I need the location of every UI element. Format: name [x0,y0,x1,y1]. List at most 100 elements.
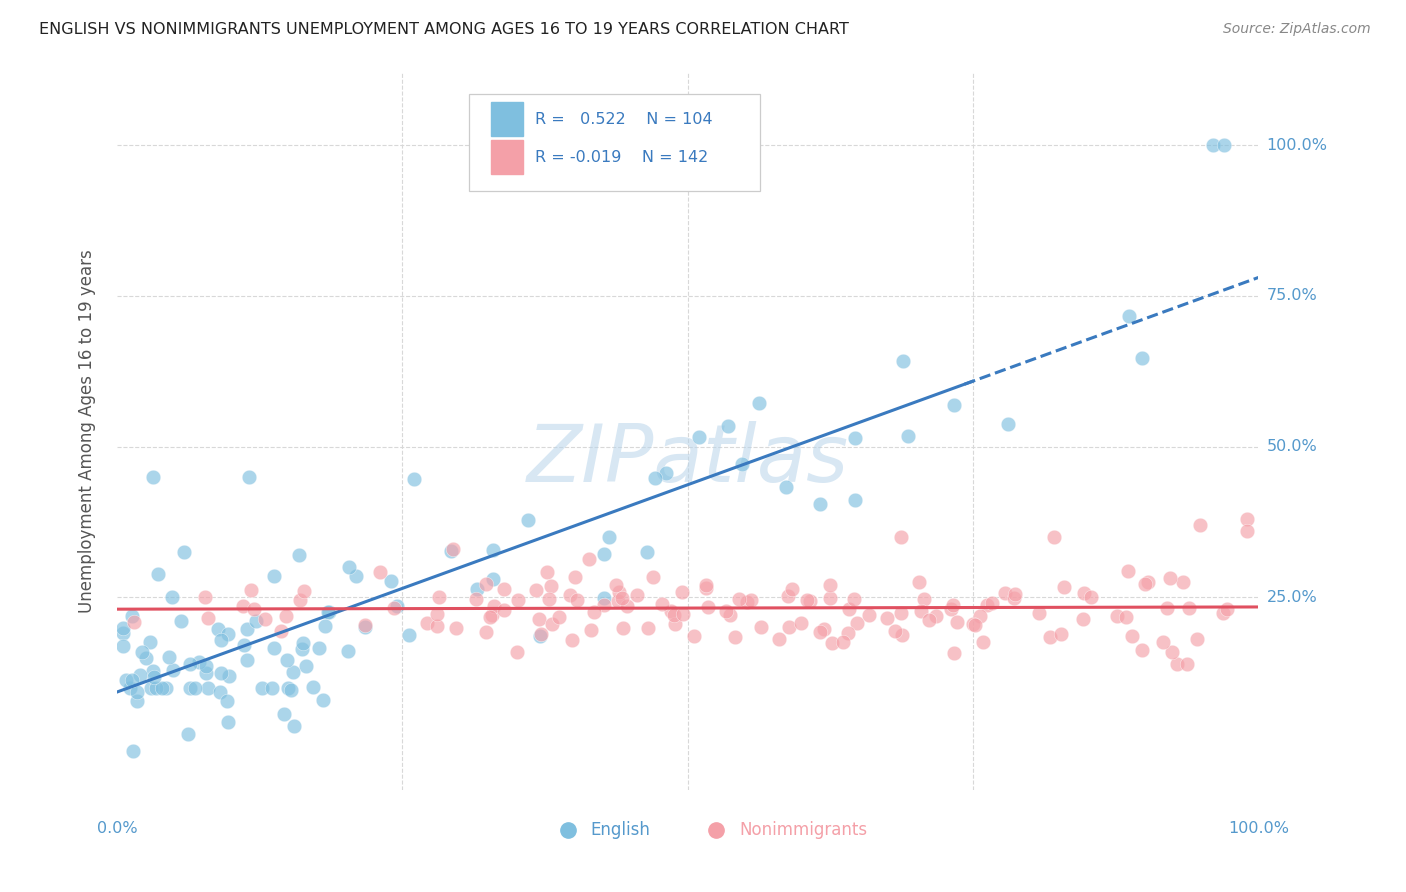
Point [1107,609,1129,624]
Text: Nonimmigrants: Nonimmigrants [740,821,868,838]
Bar [492,102,523,136]
Point [717,418,740,433]
Point [1071,612,1094,626]
Point [606,594,628,608]
Text: R = -0.019    N = 142: R = -0.019 N = 142 [534,150,709,164]
Point [612,621,634,635]
Point [142,670,165,684]
Point [799,593,821,607]
Point [537,592,560,607]
Point [592,598,614,612]
Point [238,469,260,483]
Point [207,622,229,636]
Point [844,592,866,607]
Point [1118,564,1140,578]
Point [790,615,813,630]
Point [481,607,503,622]
Point [1156,600,1178,615]
Point [250,681,273,695]
Point [260,681,283,695]
Point [858,608,880,623]
Text: 0.0%: 0.0% [97,821,138,836]
Point [287,548,309,562]
Point [664,617,686,632]
Point [316,606,339,620]
Point [1115,610,1137,624]
Point [194,590,217,604]
Point [593,547,616,561]
Point [426,607,449,621]
Point [780,582,803,596]
Point [1080,590,1102,604]
Point [1152,635,1174,649]
Point [644,471,666,485]
Point [890,530,912,544]
Text: ZIPatlas: ZIPatlas [527,421,849,500]
Point [832,634,855,648]
Point [404,472,426,486]
Point [530,627,553,641]
Point [291,641,314,656]
Point [131,645,153,659]
Point [475,576,498,591]
Text: 50.0%: 50.0% [1267,439,1317,454]
Point [273,707,295,722]
Point [838,602,860,616]
Point [1213,138,1236,153]
Point [884,624,907,639]
Point [128,668,150,682]
Point [114,673,136,687]
Point [696,599,718,614]
Point [353,618,375,632]
Point [695,578,717,592]
Point [217,715,239,730]
Point [651,597,673,611]
Text: 100.0%: 100.0% [1227,821,1289,836]
Point [1053,580,1076,594]
Point [209,632,232,647]
Point [380,574,402,588]
Point [1185,632,1208,646]
Point [1118,309,1140,323]
Bar [492,140,523,174]
Point [654,467,676,481]
Point [464,592,486,607]
Point [135,651,157,665]
Point [748,396,770,410]
Point [517,513,540,527]
Point [775,479,797,493]
Point [218,669,240,683]
Point [605,578,627,592]
Point [844,431,866,445]
Point [688,430,710,444]
Point [276,652,298,666]
Point [177,727,200,741]
Point [125,694,148,708]
Point [385,599,408,613]
Point [292,636,315,650]
Point [994,586,1017,600]
Point [475,625,498,640]
Point [441,542,464,557]
Point [1178,601,1201,615]
Point [969,609,991,624]
Point [695,581,717,595]
Point [637,621,659,635]
Point [382,600,405,615]
Point [1212,606,1234,620]
Point [292,583,315,598]
Point [122,615,145,629]
Point [818,591,841,606]
Point [837,625,859,640]
Point [1121,629,1143,643]
Point [558,589,581,603]
Point [1004,587,1026,601]
Point [890,606,912,620]
Point [187,655,209,669]
Point [1050,627,1073,641]
Text: ENGLISH VS NONIMMIGRANTS UNEMPLOYMENT AMONG AGES 16 TO 19 YEARS CORRELATION CHAR: ENGLISH VS NONIMMIGRANTS UNEMPLOYMENT AM… [39,22,849,37]
Y-axis label: Unemployment Among Ages 16 to 19 years: Unemployment Among Ages 16 to 19 years [79,250,96,614]
Point [301,681,323,695]
Point [318,605,340,619]
Point [215,693,238,707]
